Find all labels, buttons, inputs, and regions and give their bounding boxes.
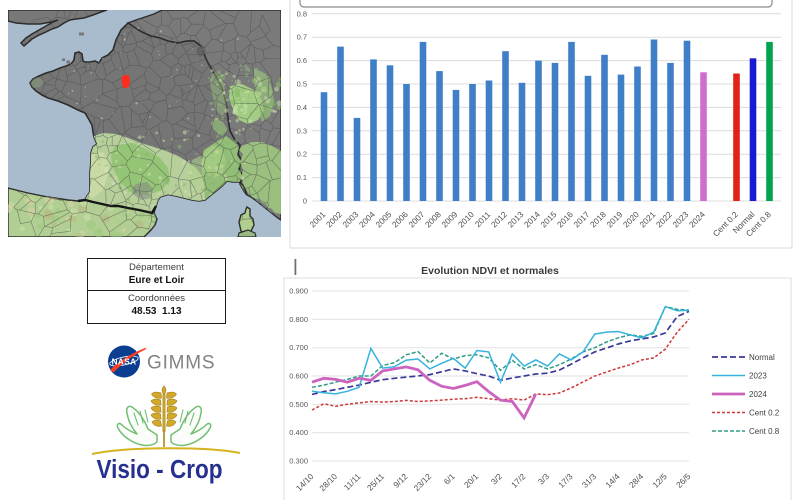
svg-text:2007: 2007 [406,209,426,229]
svg-text:2009: 2009 [439,209,459,229]
svg-text:0.6: 0.6 [297,56,307,65]
svg-text:GIMMS: GIMMS [147,353,215,374]
svg-text:0.600: 0.600 [289,372,308,381]
svg-text:2014: 2014 [522,209,542,229]
svg-text:2002: 2002 [324,209,344,229]
svg-text:2005: 2005 [373,209,393,229]
svg-text:2022: 2022 [654,209,674,229]
svg-text:2016: 2016 [555,209,575,229]
svg-text:2006: 2006 [390,209,410,229]
svg-text:2020: 2020 [621,209,641,229]
svg-text:0.8: 0.8 [297,9,307,18]
svg-text:0.4: 0.4 [297,103,307,112]
svg-text:9/12: 9/12 [391,471,410,490]
svg-text:12/5: 12/5 [650,471,669,490]
svg-text:20/1: 20/1 [462,471,481,490]
svg-text:2018: 2018 [588,209,608,229]
svg-text:0.700: 0.700 [289,343,308,352]
svg-text:0.900: 0.900 [289,287,308,296]
svg-text:3/3: 3/3 [536,471,551,486]
svg-text:11/11: 11/11 [342,471,363,492]
svg-text:2017: 2017 [571,209,591,229]
svg-text:0.300: 0.300 [289,457,308,466]
svg-text:17/2: 17/2 [509,471,528,490]
svg-text:2024: 2024 [749,390,767,399]
svg-text:6/1: 6/1 [442,471,457,486]
svg-text:2004: 2004 [357,209,377,229]
svg-text:Evolution NDVI et normales: Evolution NDVI et normales [421,265,559,277]
svg-text:Visio - Crop: Visio - Crop [97,456,223,484]
svg-text:2013: 2013 [505,209,525,229]
svg-text:0.2: 0.2 [297,150,307,159]
svg-text:0: 0 [303,197,307,206]
svg-text:2024: 2024 [687,209,707,229]
svg-text:25/11: 25/11 [365,471,387,493]
svg-text:Cent 0.2: Cent 0.2 [749,408,780,417]
svg-text:2023: 2023 [670,209,690,229]
svg-text:14/10: 14/10 [294,471,316,493]
svg-text:0.1: 0.1 [297,173,307,182]
svg-text:2003: 2003 [340,209,360,229]
svg-text:Normal: Normal [749,353,775,362]
svg-text:31/3: 31/3 [580,471,599,490]
svg-text:28/10: 28/10 [317,471,339,493]
svg-text:2015: 2015 [538,209,558,229]
svg-text:2008: 2008 [423,209,443,229]
svg-text:0.800: 0.800 [289,315,308,324]
svg-text:3/2: 3/2 [489,471,504,486]
svg-text:0.7: 0.7 [297,33,307,42]
svg-text:28/4: 28/4 [627,471,646,490]
svg-text:Cent 0.8: Cent 0.8 [749,427,780,436]
svg-text:2010: 2010 [456,209,476,229]
svg-text:2023: 2023 [749,371,767,380]
svg-text:2012: 2012 [489,209,509,229]
svg-text:NASA: NASA [112,358,137,367]
svg-text:2001: 2001 [307,209,327,229]
svg-text:2019: 2019 [604,209,624,229]
svg-text:2021: 2021 [637,209,657,229]
svg-text:14/4: 14/4 [603,471,622,490]
svg-text:26/5: 26/5 [674,471,693,490]
svg-text:0.3: 0.3 [297,126,307,135]
svg-text:0.400: 0.400 [289,428,308,437]
svg-text:23/12: 23/12 [411,471,433,493]
svg-text:0.5: 0.5 [297,80,307,89]
svg-text:0.500: 0.500 [289,400,308,409]
svg-text:2011: 2011 [473,209,493,229]
svg-text:17/3: 17/3 [556,471,575,490]
